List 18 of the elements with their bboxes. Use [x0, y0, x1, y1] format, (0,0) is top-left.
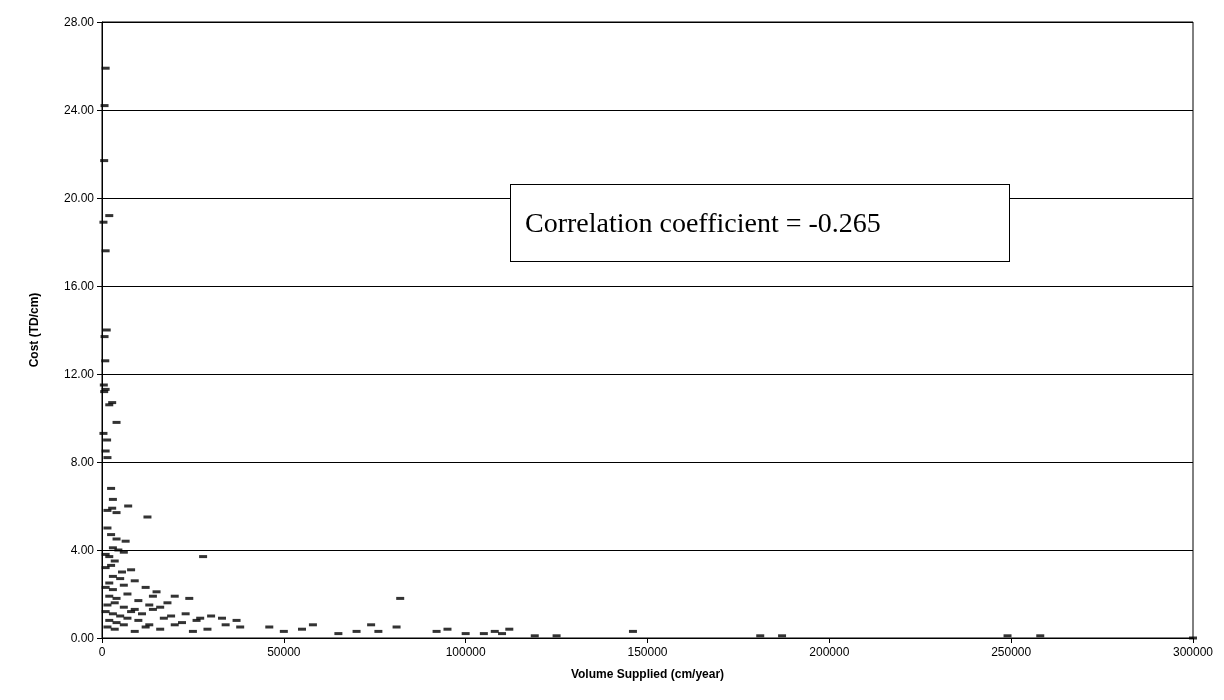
text-frame: Correlation coefficient = -0.265 — [510, 184, 1010, 262]
x-axis-title: Volume Supplied (cm/year) — [570, 667, 725, 681]
y-tick-label: 8.00 — [70, 455, 95, 469]
y-tick-label: 24.00 — [63, 103, 95, 117]
x-tick-label: 250000 — [991, 645, 1032, 659]
y-tick-label: 20.00 — [63, 191, 95, 205]
x-tick-label: 200000 — [809, 645, 850, 659]
x-tick-label: 0 — [98, 645, 106, 659]
y-tick-label: 16.00 — [63, 279, 95, 293]
x-tick-label: 300000 — [1172, 645, 1214, 659]
x-tick-label: 150000 — [627, 645, 668, 659]
x-tick-label: 50000 — [267, 645, 301, 659]
y-tick-label: 4.00 — [70, 543, 95, 557]
y-tick-label: 28.00 — [63, 15, 95, 29]
y-axis-title: Cost (TD/cm) — [27, 292, 41, 368]
x-tick-label: 100000 — [445, 645, 487, 659]
y-tick-label: 12.00 — [63, 367, 95, 381]
y-tick-label: 0.00 — [70, 631, 95, 645]
